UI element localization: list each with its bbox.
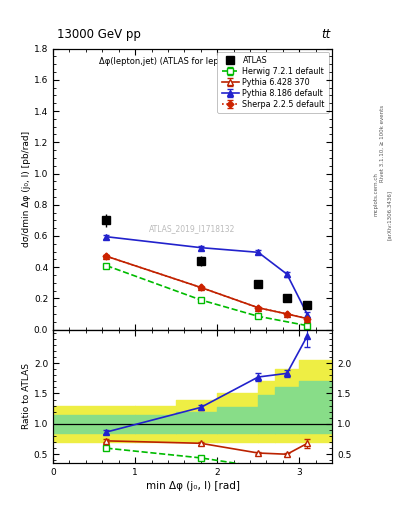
Text: [arXiv:1306.3436]: [arXiv:1306.3436]: [387, 190, 391, 240]
Y-axis label: Ratio to ATLAS: Ratio to ATLAS: [22, 364, 31, 430]
Text: ATLAS_2019_I1718132: ATLAS_2019_I1718132: [149, 224, 236, 233]
Legend: ATLAS, Herwig 7.2.1 default, Pythia 6.428 370, Pythia 8.186 default, Sherpa 2.2.: ATLAS, Herwig 7.2.1 default, Pythia 6.42…: [217, 52, 329, 113]
Text: mcplots.cern.ch: mcplots.cern.ch: [374, 173, 379, 217]
Text: Rivet 3.1.10, ≥ 100k events: Rivet 3.1.10, ≥ 100k events: [380, 105, 384, 182]
Text: 13000 GeV pp: 13000 GeV pp: [57, 28, 141, 41]
Y-axis label: dσ/dmin Δφ (j₀, l) [pb/rad]: dσ/dmin Δφ (j₀, l) [pb/rad]: [22, 131, 31, 247]
X-axis label: min Δφ (j₀, l) [rad]: min Δφ (j₀, l) [rad]: [145, 481, 240, 492]
Text: tt: tt: [321, 28, 330, 41]
Text: Δφ(lepton,jet) (ATLAS for leptoquark search): Δφ(lepton,jet) (ATLAS for leptoquark sea…: [99, 57, 286, 66]
